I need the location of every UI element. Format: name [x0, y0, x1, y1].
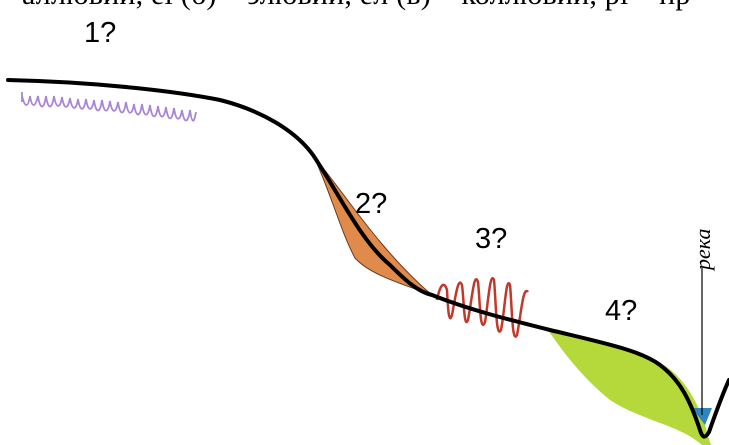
zone-1-pattern: [21, 92, 197, 122]
zone-3-label: 3?: [475, 223, 507, 255]
zone-3-pattern: [435, 276, 530, 338]
zone-2-label: 2?: [355, 188, 387, 220]
zone-4-label: 4?: [605, 295, 637, 327]
zone-2-deposit: [312, 154, 433, 296]
river-label: река: [690, 228, 715, 272]
zone-1-label: 1?: [84, 17, 116, 49]
terrain-profile-line: [6, 78, 729, 439]
header-text-fragment: аллювий, el (б) – элювий, eл (в) – коллю…: [22, 0, 729, 12]
river-water: [692, 408, 712, 425]
zone-4-deposit: [548, 330, 712, 445]
